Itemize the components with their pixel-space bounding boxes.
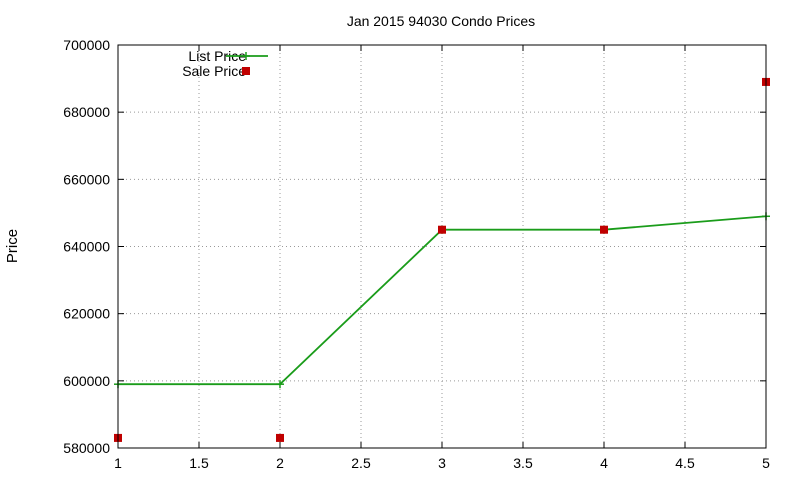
y-tick-label: 600000	[63, 373, 110, 389]
sale-price-series	[114, 77, 770, 442]
x-tick-label: 3.5	[513, 455, 533, 471]
x-tick-label: 2	[276, 455, 284, 471]
y-axis-label: Price	[4, 229, 21, 263]
x-tick-label: 1.5	[189, 455, 209, 471]
series-layer	[114, 77, 770, 442]
y-tick-label: 680000	[63, 104, 110, 120]
x-tick-label: 5	[762, 455, 770, 471]
axis-ticks: 1 1.5 2 2.5 3 3.5 4 4.5 5 580000 600000 620000 64000…	[63, 37, 770, 471]
legend-label-sale-price: Sale Price	[182, 63, 246, 79]
x-tick-label: 4	[600, 455, 608, 471]
plot-frame	[117, 44, 767, 449]
y-tick-label: 660000	[63, 171, 110, 187]
list-price-point	[276, 380, 284, 389]
y-tick-label: 580000	[63, 440, 110, 456]
x-tick-label: 2.5	[351, 455, 371, 471]
x-tick-label: 1	[114, 455, 122, 471]
chart-title: Jan 2015 94030 Condo Prices	[347, 13, 535, 29]
sale-price-point	[600, 225, 608, 234]
sale-price-point	[438, 225, 446, 234]
y-tick-label: 620000	[63, 306, 110, 322]
y-tick-label: 640000	[63, 239, 110, 255]
x-tick-label: 3	[438, 455, 446, 471]
sale-price-point	[276, 433, 284, 442]
y-tick-label: 700000	[63, 37, 110, 53]
legend-label-list-price: List Price	[188, 48, 246, 64]
legend-marker-list-price	[242, 52, 250, 60]
grid-lines	[118, 45, 766, 448]
x-tick-label: 4.5	[675, 455, 695, 471]
legend-marker-sale-price	[242, 67, 250, 75]
